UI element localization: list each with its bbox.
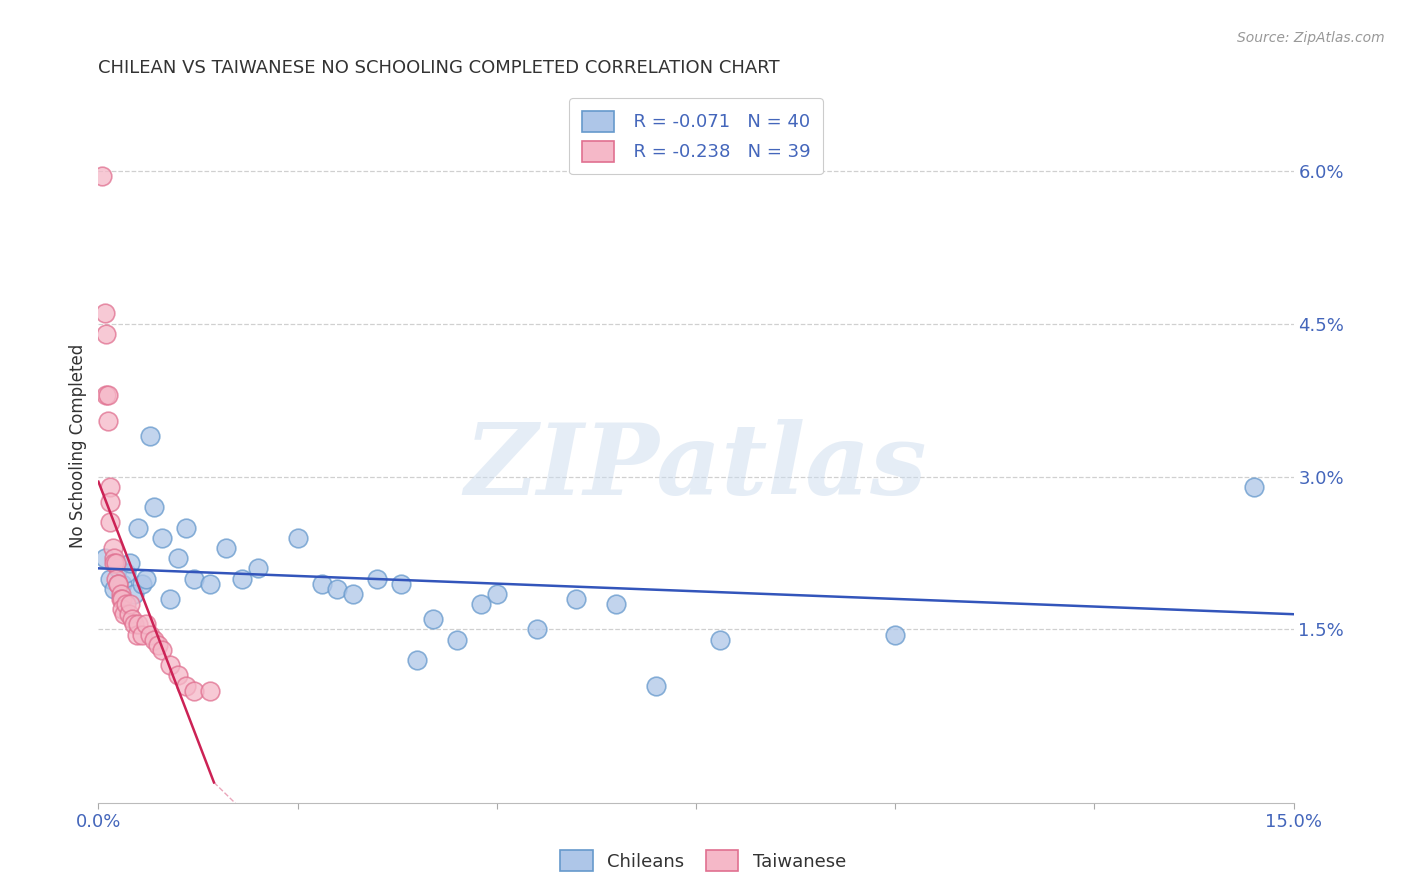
Point [91, 169, 114, 183]
Point [485, 587, 508, 601]
Point [98, 516, 122, 530]
Point [446, 632, 468, 647]
Point [287, 531, 309, 545]
Text: Source: ZipAtlas.com: Source: ZipAtlas.com [1237, 31, 1385, 45]
Point [104, 556, 127, 570]
Point [107, 576, 129, 591]
Point [167, 668, 190, 682]
Point [103, 556, 125, 570]
Point [111, 602, 134, 616]
Point [183, 683, 205, 698]
Point [709, 632, 731, 647]
Point [103, 582, 125, 596]
Point [174, 679, 197, 693]
Point [389, 576, 412, 591]
Point [311, 576, 333, 591]
Point [120, 556, 142, 570]
Point [139, 429, 162, 443]
Point [148, 638, 170, 652]
Point [246, 561, 269, 575]
Point [215, 541, 238, 555]
Point [174, 520, 197, 534]
Point [97, 413, 120, 427]
Point [159, 591, 181, 606]
Point [101, 541, 124, 555]
Point [884, 627, 907, 641]
Point [112, 607, 135, 622]
Point [96, 326, 118, 341]
Point [94, 306, 117, 320]
Point [422, 612, 444, 626]
Point [150, 531, 173, 545]
Y-axis label: No Schooling Completed: No Schooling Completed [69, 344, 87, 548]
Point [565, 591, 588, 606]
Point [94, 551, 117, 566]
Point [120, 597, 142, 611]
Point [139, 627, 162, 641]
Point [110, 591, 132, 606]
Point [110, 587, 132, 601]
Point [470, 597, 492, 611]
Point [96, 388, 118, 402]
Point [104, 572, 127, 586]
Point [406, 653, 429, 667]
Point [124, 617, 146, 632]
Legend: Chileans, Taiwanese: Chileans, Taiwanese [553, 843, 853, 879]
Point [97, 388, 120, 402]
Point [124, 587, 146, 601]
Point [135, 617, 157, 632]
Point [159, 658, 181, 673]
Point [111, 576, 134, 591]
Text: CHILEAN VS TAIWANESE NO SCHOOLING COMPLETED CORRELATION CHART: CHILEAN VS TAIWANESE NO SCHOOLING COMPLE… [98, 59, 780, 77]
Point [118, 607, 141, 622]
Point [103, 551, 125, 566]
Point [143, 632, 166, 647]
Point [605, 597, 627, 611]
Point [111, 591, 134, 606]
Point [127, 520, 149, 534]
Point [131, 576, 153, 591]
Point [115, 566, 138, 581]
Point [98, 480, 122, 494]
Legend:   R = -0.071   N = 40,   R = -0.238   N = 39: R = -0.071 N = 40, R = -0.238 N = 39 [569, 98, 823, 174]
Point [121, 612, 143, 626]
Point [645, 679, 668, 693]
Text: ZIPatlas: ZIPatlas [465, 419, 927, 516]
Point [183, 572, 205, 586]
Point [366, 572, 388, 586]
Point [342, 587, 364, 601]
Point [107, 561, 129, 575]
Point [526, 623, 548, 637]
Point [125, 627, 148, 641]
Point [143, 500, 166, 515]
Point [326, 582, 349, 596]
Point [127, 617, 149, 632]
Point [1243, 480, 1265, 494]
Point [231, 572, 253, 586]
Point [107, 576, 129, 591]
Point [198, 683, 221, 698]
Point [131, 627, 153, 641]
Point [150, 643, 173, 657]
Point [198, 576, 221, 591]
Point [115, 597, 138, 611]
Point [98, 495, 122, 509]
Point [167, 551, 190, 566]
Point [135, 572, 157, 586]
Point [98, 572, 122, 586]
